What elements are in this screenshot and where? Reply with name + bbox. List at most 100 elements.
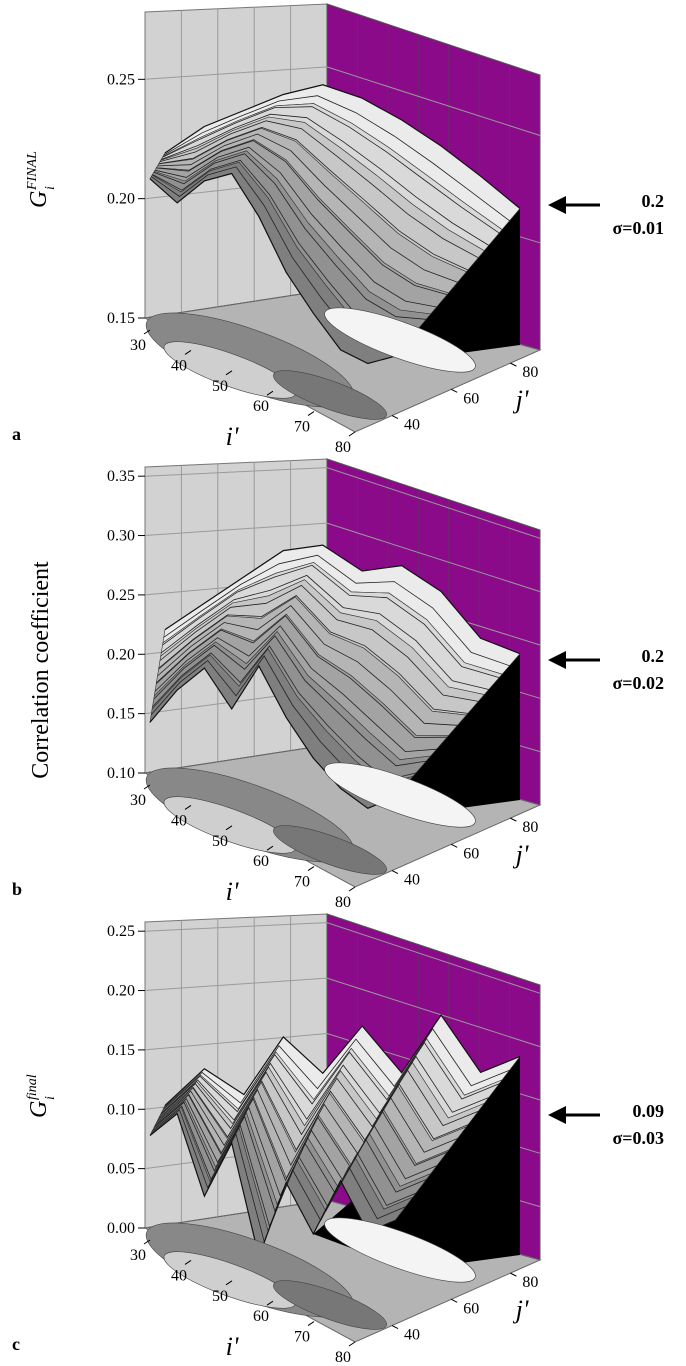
surface-contour — [158, 594, 468, 714]
surface-contour — [158, 1080, 469, 1151]
chart-panel-c: 0.00 0.05 0.10 0.15 0.20 0.25 30 40 50 60 70 80 i' 40… — [0, 910, 686, 1365]
z-gridline — [144, 522, 541, 593]
x-tick-mark — [307, 866, 315, 872]
y-tick-label: 80 — [522, 1274, 538, 1291]
y-tick-label: 80 — [522, 364, 538, 381]
x-tick-label: 70 — [294, 419, 310, 436]
x-axis-label: i' — [226, 1332, 239, 1361]
annotation-sigma: σ=0.02 — [612, 673, 664, 693]
x-tick-mark — [348, 431, 356, 437]
floor-contour — [273, 370, 387, 420]
x-tick-label: 60 — [253, 853, 269, 870]
z-tick-label: 0.20 — [107, 983, 135, 1000]
x-tick-mark — [184, 1259, 192, 1265]
z-gridline — [144, 977, 541, 1048]
z-axis-label: Correlation coefficient — [28, 561, 54, 779]
z-tick-label: 0.05 — [107, 1161, 135, 1178]
surface-contour — [163, 554, 510, 667]
x-tick-mark — [266, 1300, 274, 1306]
surface-contour — [159, 1069, 479, 1136]
annotation-sigma: σ=0.03 — [612, 1128, 664, 1148]
x-tick-label: 80 — [335, 439, 351, 455]
x-tick-label: 30 — [130, 337, 146, 354]
x-tick-mark — [348, 1341, 356, 1347]
y-axis-label: j' — [513, 385, 529, 414]
surface-front-edge — [149, 1112, 396, 1259]
x-tick-mark — [184, 349, 192, 355]
x-tick-mark — [143, 784, 151, 790]
z-tick-label: 0.00 — [107, 1220, 135, 1237]
x-tick-label: 50 — [212, 1288, 228, 1305]
floor-contour — [273, 1280, 387, 1330]
surface-back-edge — [164, 84, 521, 209]
surface-contour — [162, 564, 500, 678]
surface-contour — [162, 1041, 500, 1113]
x-tick-label: 60 — [253, 1308, 269, 1325]
y-tick-mark — [391, 870, 399, 875]
x-tick-mark — [143, 1239, 151, 1245]
y-tick-mark — [450, 1298, 458, 1303]
x-tick-label: 40 — [171, 812, 187, 829]
z-gridline — [144, 66, 541, 136]
z-tick-label: 0.10 — [107, 765, 135, 782]
arrow-icon — [548, 651, 566, 669]
y-tick-label: 40 — [404, 417, 420, 434]
z-tick-label: 0.35 — [107, 468, 135, 485]
z-tick-label: 0.25 — [107, 71, 135, 88]
surface-contour — [154, 625, 437, 753]
y-tick-label: 40 — [404, 872, 420, 889]
y-tick-mark — [391, 1325, 399, 1330]
surface-chart-svg: 0.10 0.15 0.20 0.25 0.30 0.35 30 40 50 60 70 80 i' 40… — [12, 458, 664, 910]
y-tick-label: 60 — [463, 390, 479, 407]
surface-contour — [157, 133, 458, 283]
x-tick-label: 70 — [294, 1329, 310, 1346]
x-tick-mark — [184, 804, 192, 810]
y-tick-mark — [450, 388, 458, 393]
surface-contour — [153, 635, 427, 767]
surface-contour — [158, 126, 469, 271]
surface-contour — [154, 146, 437, 308]
surface-contour — [156, 615, 448, 738]
surface-contour — [156, 140, 448, 295]
y-tick-mark — [510, 362, 517, 367]
x-tick-mark — [307, 411, 315, 417]
x-axis-label: i' — [226, 877, 239, 906]
surface-contour — [161, 113, 490, 246]
x-tick-label: 40 — [171, 357, 187, 374]
floor-contour — [324, 762, 476, 828]
surface-back-edge — [164, 544, 521, 655]
y-tick-mark — [510, 817, 517, 822]
x-tick-label: 80 — [335, 1349, 351, 1365]
z-axis-label-main: G — [26, 191, 52, 208]
y-axis-label: j' — [513, 1295, 529, 1324]
floor-contour — [324, 1217, 476, 1283]
surface-back-edge — [164, 1014, 521, 1106]
surface-contour — [153, 153, 427, 320]
y-tick-mark — [391, 415, 399, 420]
surface-contour — [159, 584, 479, 702]
annotation-value: 0.2 — [642, 191, 665, 211]
chart-panel-a: 0.15 0.20 0.25 30 40 50 60 70 80 i' 40 60 80 j' G FINAL… — [0, 0, 686, 455]
z-tick-label: 0.15 — [107, 310, 135, 327]
surface-front-edge — [149, 664, 396, 809]
y-tick-mark — [510, 1272, 517, 1277]
y-tick-label: 60 — [463, 1300, 479, 1317]
z-axis-label-sup: final — [25, 1074, 40, 1100]
z-axis-label-sub: i — [43, 186, 58, 190]
floor-contour — [324, 307, 476, 373]
surface-contour — [163, 1028, 510, 1109]
surface-chart-svg: 0.15 0.20 0.25 30 40 50 60 70 80 i' 40 60 80 j' GFINAL… — [12, 3, 665, 455]
panel-label: b — [12, 879, 22, 899]
z-axis-label-sub: i — [43, 1096, 58, 1100]
chart-panel-b: 0.10 0.15 0.20 0.25 0.30 0.35 30 40 50 60 70 80 i' 40… — [0, 455, 686, 910]
x-axis-label: i' — [226, 422, 239, 451]
x-tick-label: 30 — [130, 792, 146, 809]
y-axis-label: j' — [513, 840, 529, 869]
z-tick-label: 0.15 — [107, 706, 135, 723]
x-tick-mark — [266, 845, 274, 851]
x-tick-label: 60 — [253, 398, 269, 415]
z-tick-label: 0.30 — [107, 528, 135, 545]
arrow-icon — [548, 196, 566, 214]
x-tick-mark — [266, 390, 274, 396]
